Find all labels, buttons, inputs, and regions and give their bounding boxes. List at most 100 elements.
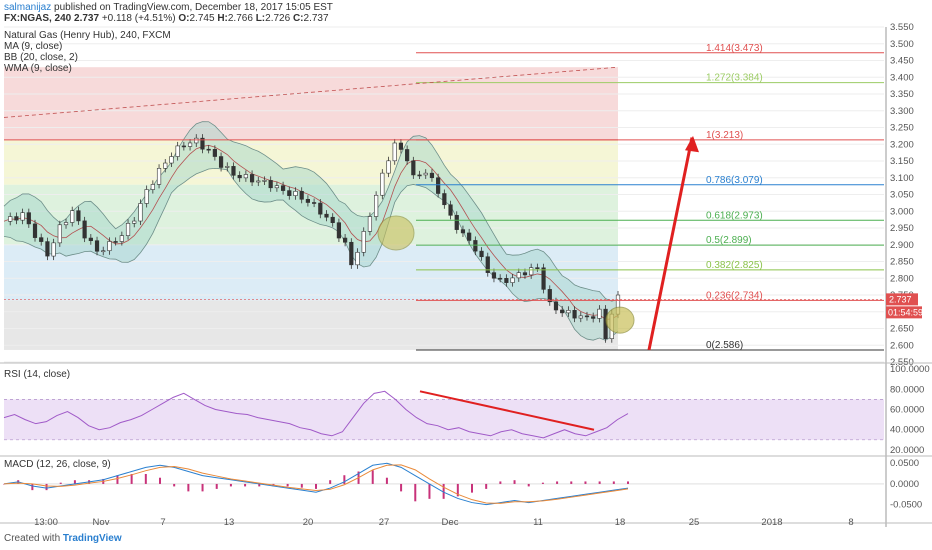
low-value: 2.726 [265,13,291,24]
price-tick-label: 2.950 [890,223,914,234]
candle [187,142,193,147]
candle [479,250,484,258]
macd-histogram-bar [59,482,62,484]
candle [45,241,50,257]
candle [63,222,69,226]
macd-histogram-bar [258,483,261,487]
candle [423,172,428,176]
candle [553,301,559,311]
candle [20,212,25,221]
candle [522,272,528,276]
x-tick-label: 13 [224,517,235,528]
high-value: 2.766 [227,13,253,24]
candle [150,184,155,190]
candle [125,223,131,236]
x-tick-label: 7 [160,517,165,528]
macd-histogram-bar [485,483,488,489]
candle [467,232,472,241]
candle [119,235,124,242]
candle [70,210,75,223]
candle [39,237,44,242]
fib-zone [4,300,618,350]
fib-level-label: 1.414(3.473) [706,43,763,54]
candle [324,213,329,218]
moving-average-line [3,144,619,320]
macd-histogram-bar [244,483,247,487]
change: +0.118 (+4.51%) [101,13,176,24]
x-tick-label: 18 [615,517,626,528]
candle [57,224,62,244]
candle [194,137,199,144]
candle [237,175,242,179]
ma-label: MA (9, close) [4,41,63,52]
price-tag-text: 2.737 [889,294,912,304]
candle [429,172,435,179]
price-tick-label: 2.850 [890,257,914,268]
rsi-band [4,399,884,440]
candle [144,189,149,204]
candle [374,194,379,217]
candle [312,202,317,204]
candle [448,204,453,216]
candle [367,216,373,232]
highlight-circle [605,306,635,334]
candle [82,220,87,239]
candle [535,267,540,269]
fib-level-label: 0.786(3.079) [706,175,763,186]
candle [504,278,509,283]
macd-histogram-bar [343,475,346,484]
x-tick-label: Dec [442,517,459,528]
macd-tick-label: -0.0500 [890,500,922,511]
arrow-head [685,135,699,153]
macd-histogram-bar [215,483,218,489]
indicator-legend: Natural Gas (Henry Hub), 240, FXCM MA (9… [4,30,171,74]
macd-histogram-bar [584,481,587,484]
candle [156,168,162,185]
fib-level-label: 0.618(2.973) [706,210,763,221]
macd-histogram-bar [31,483,34,491]
macd-histogram-bar [187,483,190,492]
candle [206,148,211,151]
rsi-tick-label: 100.0000 [890,364,930,375]
candle [597,308,602,319]
macd-histogram-bar [556,481,559,484]
x-tick-label: 25 [689,517,700,528]
fib-zone [4,245,618,301]
candle [8,216,13,222]
symbol-line: FX:NGAS, 240 2.737 +0.118 (+4.51%) O:2.7… [4,13,329,24]
candle [398,142,404,150]
candle [442,193,447,206]
candle [547,289,552,303]
candle [560,309,565,314]
price-tick-label: 2.600 [890,340,914,351]
fib-level-label: 0(2.586) [706,340,743,351]
price-tick-label: 3.300 [890,106,914,117]
macd-histogram-bar [456,483,459,497]
trend-line [3,66,619,118]
price-tick-label: 2.900 [890,240,914,251]
candle [218,156,224,168]
x-tick-label: 8 [848,517,853,528]
candle [305,198,310,203]
candle [361,231,366,253]
candle [175,145,180,157]
author-link[interactable]: salmanijaz [4,2,52,13]
fib-zone [4,67,618,140]
candle [88,237,93,242]
macd-tick-label: 0.0500 [890,458,919,469]
last-price: 2.737 [74,13,100,24]
fib-level-label: 1(3.213) [706,130,743,141]
price-tick-label: 3.200 [890,139,914,150]
bollinger-lower [3,167,619,341]
macd-histogram-bar [229,483,232,487]
macd-histogram-bar [130,473,133,484]
rsi-tick-label: 20.0000 [890,445,924,456]
bb-label: BB (20, close, 2) [4,52,78,63]
macd-histogram-bar [315,483,317,489]
candle [491,272,497,279]
fib-level-label: 0.382(2.825) [706,260,763,271]
price-tick-label: 3.100 [890,173,914,184]
main-series-title: Natural Gas (Henry Hub), 240, FXCM [4,30,171,41]
wma-label: WMA (9, close) [4,63,72,74]
